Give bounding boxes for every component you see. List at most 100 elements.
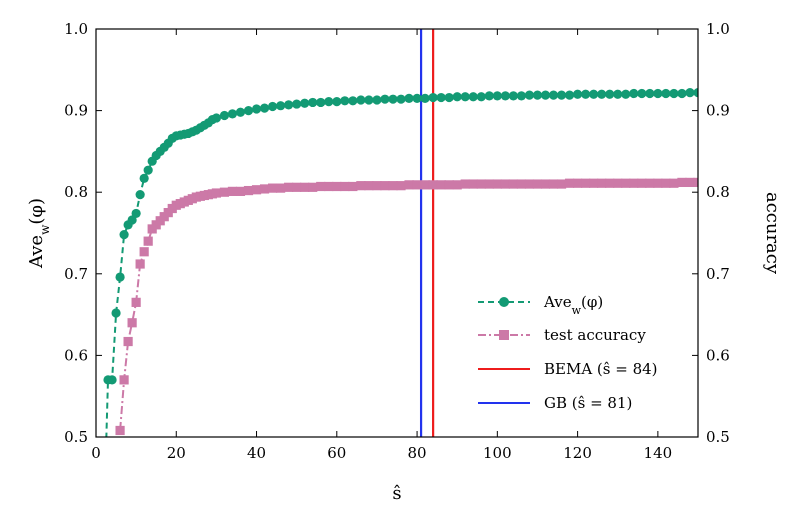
data-point-ave: [139, 173, 149, 183]
data-point-test-accuracy: [653, 178, 663, 188]
data-point-test-accuracy: [348, 181, 358, 192]
data-point-ave: [380, 94, 390, 104]
data-point-test-accuracy: [300, 182, 310, 192]
legend-label-ave-sub: w: [572, 304, 582, 317]
data-point-ave: [436, 92, 446, 103]
data-point-ave: [219, 110, 230, 121]
data-point-test-accuracy: [115, 425, 125, 436]
data-point-test-accuracy: [468, 179, 478, 189]
data-point-test-accuracy: [524, 179, 535, 189]
data-point-ave: [340, 96, 350, 106]
data-point-ave: [324, 97, 334, 107]
data-point-test-accuracy: [372, 181, 382, 191]
data-point-ave: [645, 88, 655, 99]
y-tick-label-right: 0.5: [706, 428, 730, 446]
data-point-ave: [316, 97, 326, 108]
data-point-test-accuracy: [420, 180, 430, 190]
plot-frame: [95, 28, 699, 438]
data-point-ave: [540, 90, 551, 100]
data-point-test-accuracy: [556, 179, 567, 189]
data-point-ave: [364, 95, 374, 105]
data-point-test-accuracy: [308, 182, 318, 192]
legend-label-test: test accuracy: [544, 326, 646, 344]
data-point-test-accuracy: [532, 179, 543, 189]
y-axis-label-right: accuracy: [762, 192, 783, 275]
data-point-test-accuracy: [412, 180, 422, 190]
data-point-test-accuracy: [500, 179, 510, 189]
data-point-test-accuracy: [677, 177, 687, 188]
y-tick-label-right: 1.0: [706, 20, 730, 38]
legend-label-ave: Avew(φ): [543, 293, 603, 317]
data-point-ave: [276, 101, 286, 111]
data-point-ave: [308, 97, 318, 108]
x-tick-label: 140: [644, 444, 673, 462]
data-point-ave: [468, 92, 478, 102]
data-point-ave: [211, 113, 221, 123]
data-point-test-accuracy: [284, 182, 294, 192]
data-point-test-accuracy: [436, 180, 446, 190]
data-point-test-accuracy: [693, 177, 698, 188]
data-point-test-accuracy: [243, 185, 254, 196]
data-point-test-accuracy: [139, 247, 149, 257]
x-tick-label: 60: [327, 444, 346, 462]
data-point-ave: [661, 88, 671, 99]
data-point-ave: [500, 91, 510, 101]
y-tick-label-right: 0.8: [706, 183, 730, 201]
data-point-ave: [653, 88, 663, 99]
data-point-ave: [573, 89, 583, 99]
data-point-ave: [372, 95, 382, 105]
data-point-ave: [669, 88, 679, 99]
data-point-ave: [524, 90, 535, 100]
x-tick-label: 120: [563, 444, 592, 462]
data-point-test-accuracy: [452, 180, 462, 190]
data-point-test-accuracy: [444, 180, 454, 190]
data-point-test-accuracy: [259, 184, 270, 194]
x-tick-label: 80: [408, 444, 427, 462]
data-point-test-accuracy: [356, 181, 366, 191]
data-point-ave: [532, 90, 543, 100]
legend-marker-test: [499, 330, 509, 340]
data-point-ave: [396, 94, 406, 104]
data-point-ave: [115, 272, 125, 282]
data-point-test-accuracy: [685, 177, 695, 188]
data-point-test-accuracy: [629, 178, 639, 188]
data-point-ave: [597, 89, 607, 99]
data-point-ave: [135, 190, 145, 200]
data-point-test-accuracy: [404, 180, 414, 190]
y-tick-label-right: 0.7: [706, 265, 730, 283]
x-tick-label: 100: [483, 444, 512, 462]
data-point-test-accuracy: [516, 179, 527, 189]
data-point-test-accuracy: [380, 181, 390, 191]
data-point-test-accuracy: [428, 180, 438, 190]
data-point-ave: [452, 92, 462, 102]
data-point-test-accuracy: [637, 178, 647, 188]
data-point-ave: [556, 90, 567, 100]
vertical-lines: [419, 29, 435, 437]
data-point-test-accuracy: [127, 318, 137, 328]
data-point-test-accuracy: [364, 181, 374, 191]
y-axis-label-left-arg: (φ): [26, 198, 47, 225]
data-point-ave: [629, 88, 639, 99]
data-point-ave: [99, 514, 108, 523]
data-point-test-accuracy: [324, 181, 334, 192]
data-point-test-accuracy: [219, 187, 230, 197]
legend-label-ave-arg: (φ): [581, 293, 603, 311]
data-point-ave: [388, 94, 398, 104]
data-point-ave: [428, 92, 438, 103]
data-point-ave: [516, 91, 527, 101]
series-line-ave: [105, 91, 698, 437]
data-point-ave: [243, 106, 254, 116]
data-point-test-accuracy: [119, 375, 129, 385]
data-point-ave: [119, 230, 129, 240]
data-point-ave: [548, 90, 559, 100]
data-point-ave: [227, 109, 238, 119]
data-point-ave: [621, 89, 631, 99]
data-point-ave: [685, 88, 695, 98]
legend-label-bema: BEMA (ŝ = 84): [544, 360, 658, 378]
data-point-ave: [292, 99, 302, 109]
data-point-ave: [476, 92, 486, 102]
y-tick-label-left: 0.8: [64, 183, 88, 201]
legend: Avew(φ) test accuracy BEMA (ŝ = 84) GB (…: [478, 293, 658, 412]
data-point-test-accuracy: [123, 336, 133, 347]
legend-label-ave-main: Ave: [543, 293, 572, 311]
